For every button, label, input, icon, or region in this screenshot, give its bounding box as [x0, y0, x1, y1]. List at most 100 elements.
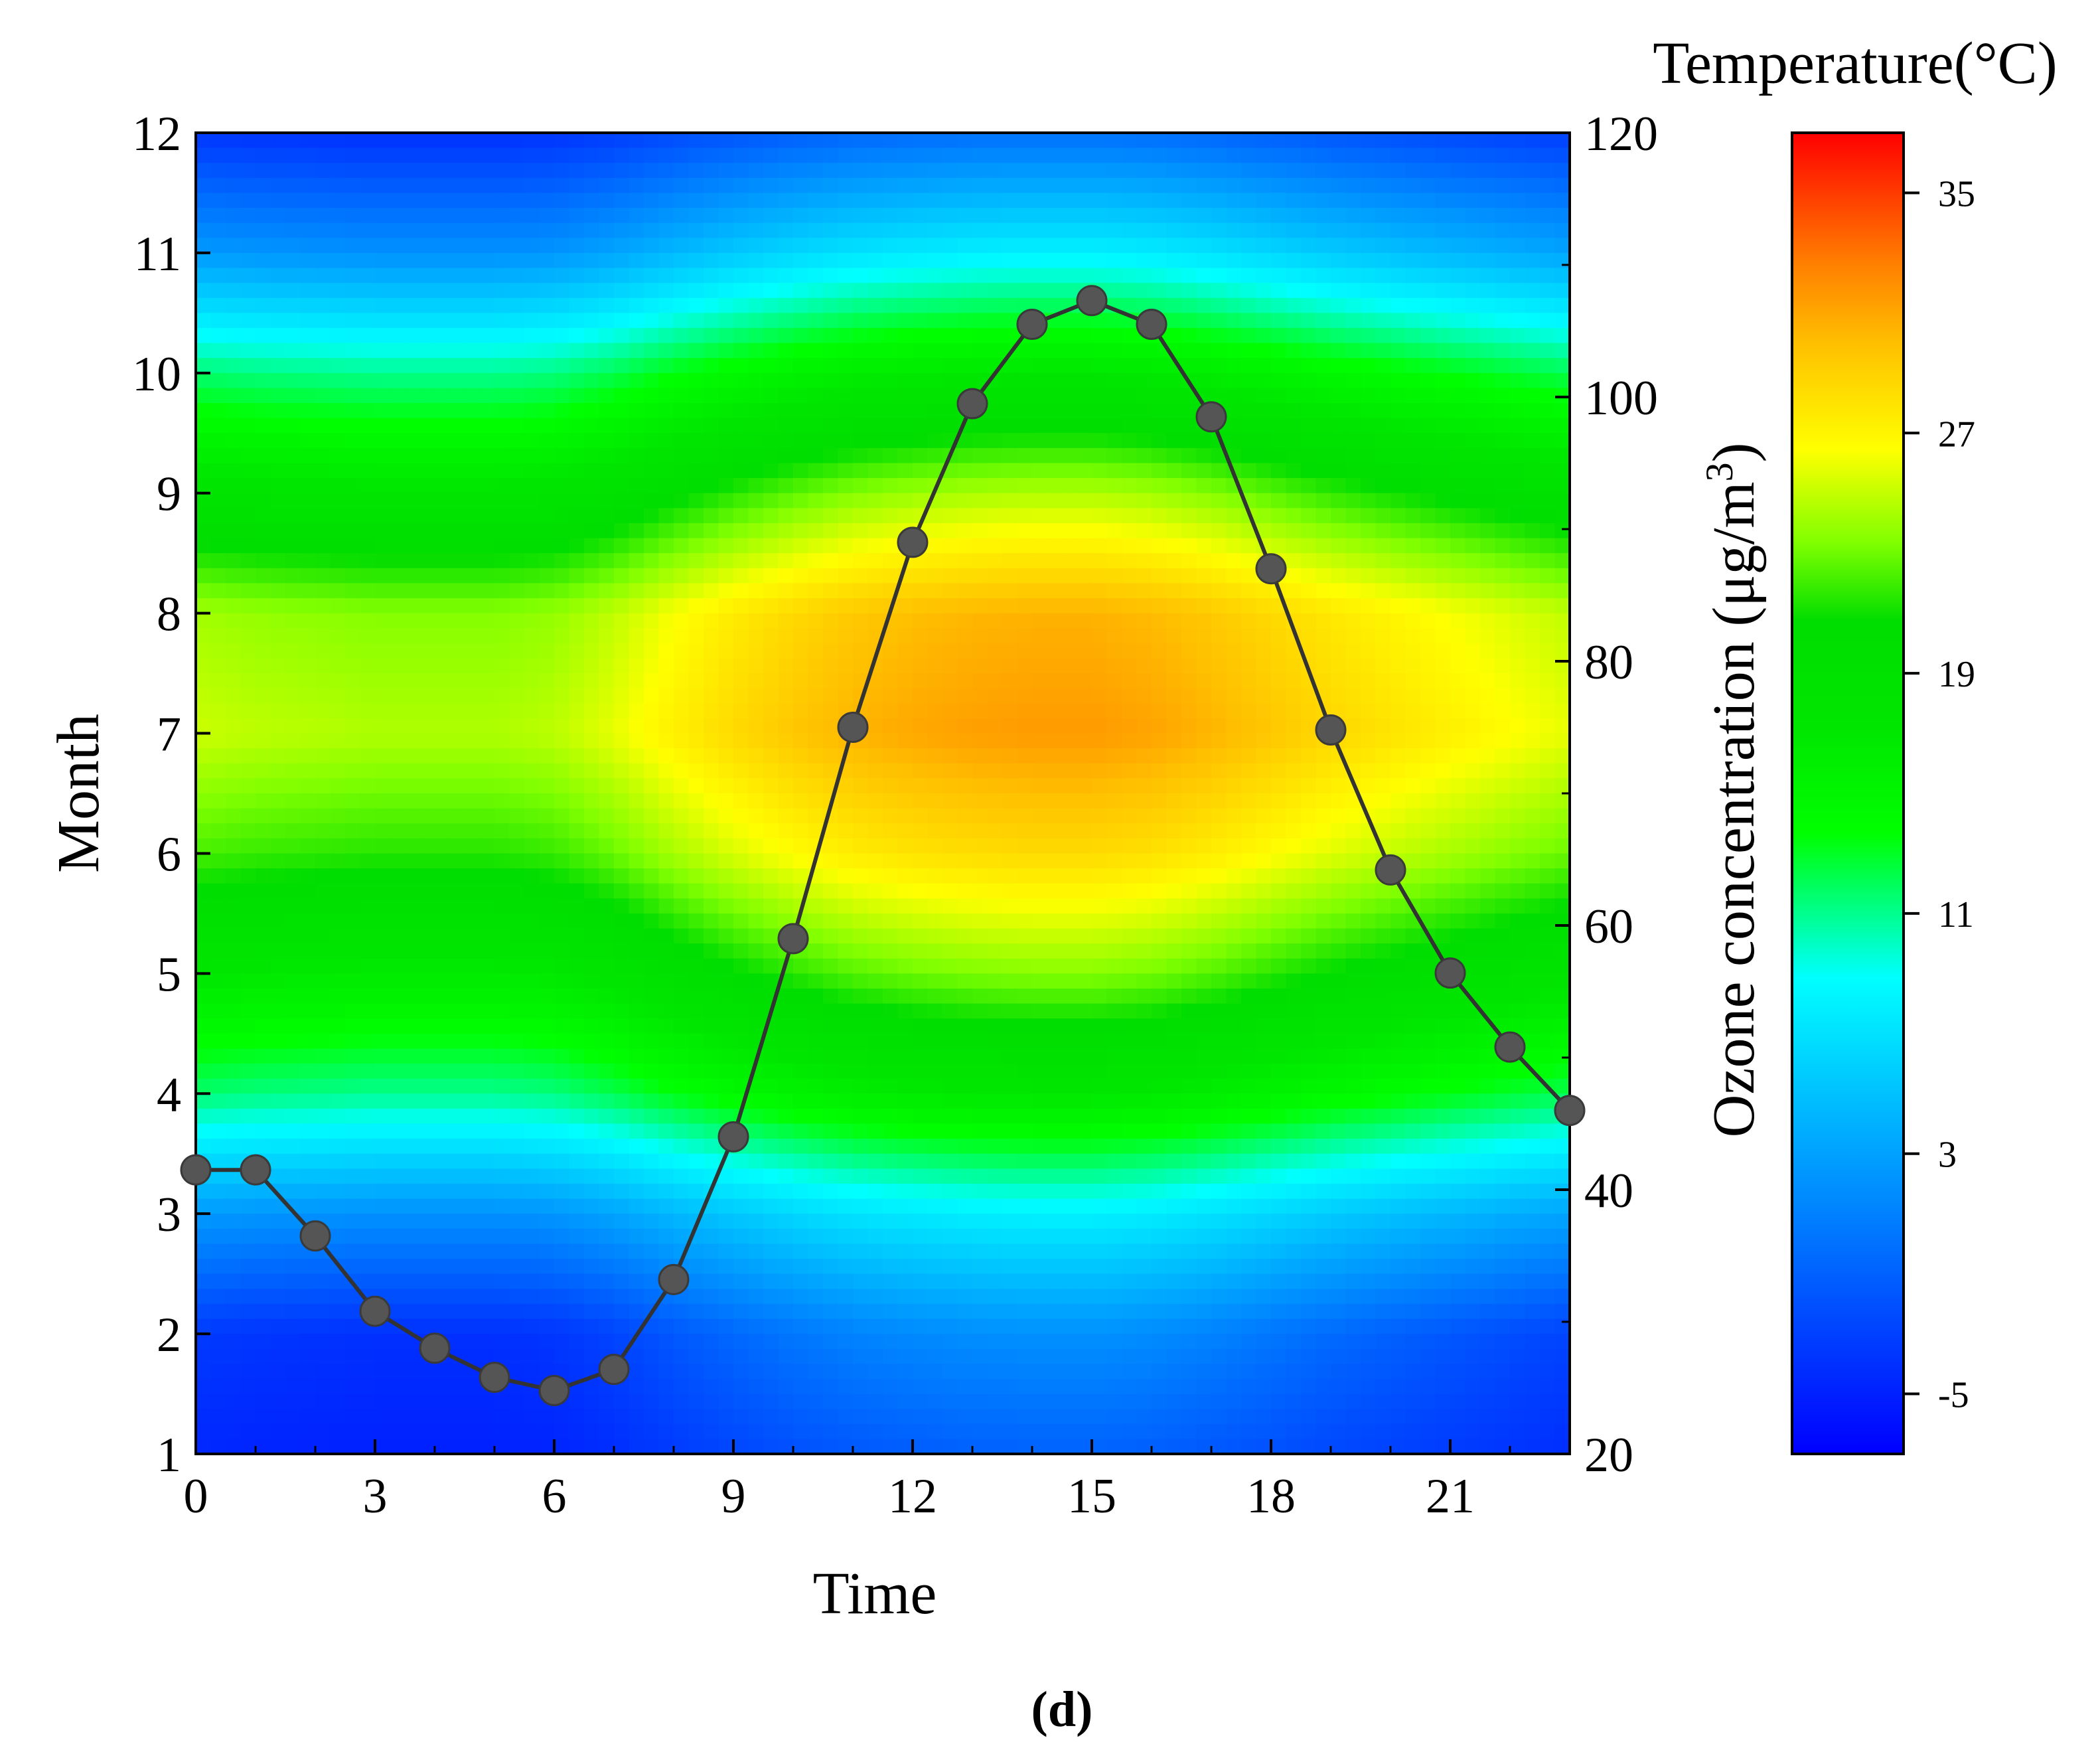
- heatmap-cell: [1525, 823, 1540, 839]
- heatmap-cell: [1345, 297, 1361, 314]
- heatmap-cell: [435, 283, 451, 299]
- heatmap-cell: [1420, 372, 1436, 389]
- heatmap-cell: [1480, 628, 1496, 644]
- heatmap-cell: [793, 853, 809, 869]
- heatmap-cell: [704, 778, 719, 794]
- heatmap-cell: [1211, 538, 1227, 554]
- heatmap-cell: [1331, 898, 1347, 914]
- heatmap-cell: [1510, 928, 1526, 944]
- heatmap-cell: [1062, 898, 1078, 914]
- heatmap-cell: [240, 372, 256, 389]
- heatmap-cell: [1032, 133, 1048, 149]
- heatmap-cell: [644, 493, 660, 509]
- heatmap-cell: [1286, 252, 1302, 269]
- heatmap-cell: [1122, 688, 1138, 704]
- heatmap-cell: [1256, 522, 1272, 539]
- heatmap-cell: [1345, 703, 1361, 719]
- heatmap-cell: [1017, 358, 1033, 374]
- heatmap-cell: [390, 718, 406, 734]
- heatmap-cell: [1196, 493, 1212, 509]
- heatmap-cell: [524, 463, 540, 479]
- heatmap-cell: [688, 478, 704, 494]
- heatmap-cell: [1301, 238, 1317, 254]
- heatmap-cell: [1032, 208, 1048, 224]
- heatmap-cell: [1554, 522, 1570, 539]
- heatmap-cell: [1525, 327, 1540, 344]
- heatmap-cell: [449, 898, 465, 914]
- heatmap-cell: [465, 313, 481, 329]
- heatmap-cell: [987, 147, 1003, 164]
- heatmap-cell: [435, 823, 451, 839]
- heatmap-cell: [1211, 147, 1227, 164]
- heatmap-cell: [688, 613, 704, 629]
- heatmap-cell: [1181, 808, 1197, 825]
- heatmap-cell: [1047, 823, 1063, 839]
- heatmap-cell: [1166, 538, 1182, 554]
- heatmap-cell: [1062, 418, 1078, 434]
- heatmap-cell: [300, 883, 316, 900]
- heatmap-cell: [688, 358, 704, 374]
- heatmap-cell: [1331, 252, 1347, 269]
- heatmap-cell: [1106, 478, 1122, 494]
- heatmap-cell: [360, 718, 376, 734]
- heatmap-cell: [1152, 703, 1167, 719]
- heatmap-cell: [853, 883, 869, 900]
- heatmap-cell: [942, 673, 958, 689]
- heatmap-cell: [330, 928, 346, 944]
- heatmap-cell: [1017, 823, 1033, 839]
- heatmap-cell: [883, 628, 899, 644]
- heatmap-cell: [554, 703, 570, 719]
- heatmap-cell: [867, 868, 883, 884]
- heatmap-cell: [733, 177, 749, 194]
- heatmap-cell: [330, 222, 346, 239]
- heatmap-cell: [390, 583, 406, 599]
- heatmap-cell: [494, 313, 510, 329]
- heatmap-cell: [1540, 703, 1556, 719]
- heatmap-cell: [1062, 222, 1078, 239]
- heatmap-cell: [256, 628, 271, 644]
- heatmap-cell: [1047, 568, 1063, 584]
- heatmap-cell: [1256, 763, 1272, 779]
- heatmap-cell: [763, 313, 779, 329]
- heatmap-cell: [196, 478, 212, 494]
- heatmap-cell: [883, 147, 899, 164]
- heatmap-cell: [1032, 508, 1048, 524]
- heatmap-cell: [1047, 177, 1063, 194]
- heatmap-cell: [554, 913, 570, 929]
- heatmap-cell: [1196, 928, 1212, 944]
- heatmap-cell: [449, 943, 465, 959]
- heatmap-cell: [1465, 493, 1481, 509]
- heatmap-cell: [1510, 793, 1526, 809]
- heatmap-cell: [1420, 493, 1436, 509]
- heatmap-cell: [674, 598, 690, 614]
- heatmap-cell: [435, 868, 451, 884]
- heatmap-cell: [1331, 913, 1347, 929]
- heatmap-cell: [853, 238, 869, 254]
- heatmap-cell: [733, 718, 749, 734]
- heatmap-cell: [957, 252, 973, 269]
- heatmap-cell: [1271, 463, 1287, 479]
- heatmap-cell: [808, 478, 824, 494]
- heatmap-cell: [972, 358, 988, 374]
- heatmap-cell: [1286, 327, 1302, 344]
- heatmap-cell: [1077, 583, 1092, 599]
- heatmap-cell: [823, 193, 839, 208]
- heatmap-cell: [539, 508, 555, 524]
- heatmap-cell: [913, 343, 929, 359]
- heatmap-cell: [226, 643, 242, 659]
- heatmap-cell: [419, 553, 435, 569]
- heatmap-cell: [1092, 372, 1108, 389]
- heatmap-cell: [1256, 808, 1272, 825]
- heatmap-cell: [1554, 133, 1570, 149]
- heatmap-cell: [853, 928, 869, 944]
- heatmap-cell: [360, 522, 376, 539]
- heatmap-cell: [1002, 613, 1018, 629]
- heatmap-cell: [778, 673, 794, 689]
- heatmap-cell: [584, 418, 600, 434]
- heatmap-cell: [897, 463, 913, 479]
- heatmap-cell: [584, 568, 600, 584]
- heatmap-cell: [1450, 598, 1466, 614]
- heatmap-cell: [1271, 883, 1287, 900]
- heatmap-cell: [1032, 718, 1048, 734]
- heatmap-cell: [1092, 658, 1108, 674]
